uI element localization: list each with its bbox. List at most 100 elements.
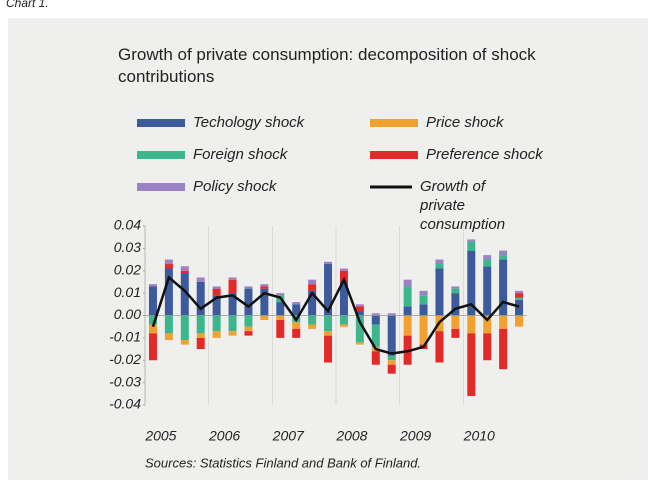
bar: [387, 355, 396, 361]
bar: [435, 331, 444, 363]
bar: [196, 315, 205, 334]
bar: [180, 272, 189, 316]
bar: [451, 328, 460, 338]
bar: [324, 264, 333, 316]
y-tick-label: 0.01: [114, 284, 141, 300]
bar: [180, 270, 189, 273]
x-tick-label: 2009: [399, 428, 431, 444]
bar: [148, 324, 157, 334]
bar: [339, 315, 348, 325]
bar: [339, 268, 348, 271]
bar: [499, 255, 508, 260]
legend-swatch: [137, 183, 185, 191]
bar: [324, 335, 333, 363]
bar: [515, 299, 524, 316]
bar: [403, 315, 412, 336]
bar: [467, 241, 476, 251]
bar: [499, 250, 508, 256]
bar: [276, 302, 285, 316]
bar: [451, 288, 460, 294]
panel: [8, 18, 648, 480]
bar: [355, 315, 364, 343]
bar: [419, 295, 428, 305]
source: Sources: Statistics Finland and Bank of …: [145, 455, 421, 470]
bar: [435, 268, 444, 316]
bar: [371, 324, 380, 347]
bar: [164, 268, 173, 316]
bar: [387, 364, 396, 374]
bar: [355, 342, 364, 345]
legend-label: Preference shock: [426, 146, 543, 163]
bar: [164, 333, 173, 341]
y-tick-label: -0.01: [109, 329, 141, 345]
legend-swatch: [370, 151, 418, 159]
bar: [387, 360, 396, 365]
line: [151, 275, 520, 355]
bar: [244, 288, 253, 316]
legend-swatch: [137, 119, 185, 127]
bar: [164, 315, 173, 334]
bar: [244, 286, 253, 289]
bar: [308, 284, 317, 291]
bar: [403, 279, 412, 287]
bar: [355, 306, 364, 312]
bar: [164, 264, 173, 269]
bar: [276, 315, 285, 320]
x-tick-label: 2005: [144, 428, 176, 444]
bar: [260, 286, 269, 289]
bar: [244, 315, 253, 327]
bar: [499, 315, 508, 329]
bar: [515, 315, 524, 327]
bar: [212, 331, 221, 338]
bar: [308, 324, 317, 329]
legend-label: Techology shock: [193, 114, 305, 131]
bar: [515, 290, 524, 294]
bar: [148, 333, 157, 361]
bar: [324, 315, 333, 332]
bar: [228, 331, 237, 336]
bar: [228, 315, 237, 332]
bar: [483, 266, 492, 316]
bar: [228, 293, 237, 316]
bar: [355, 304, 364, 307]
bar: [244, 331, 253, 336]
y-tick-label: -0.04: [109, 396, 141, 412]
bar: [324, 261, 333, 265]
bar: [371, 351, 380, 365]
bar: [212, 288, 221, 296]
bar: [244, 326, 253, 332]
bar: [276, 293, 285, 296]
bar: [355, 311, 364, 316]
bar: [371, 315, 380, 325]
bar: [499, 328, 508, 370]
bar: [292, 328, 301, 338]
bar: [419, 304, 428, 316]
bar: [196, 277, 205, 282]
bar: [483, 259, 492, 267]
bar: [260, 288, 269, 316]
bar: [499, 259, 508, 316]
chart-label: Chart 1.: [6, 0, 49, 10]
bar: [467, 333, 476, 397]
bar: [148, 284, 157, 287]
bar: [515, 297, 524, 300]
legend-label: Foreign shock: [193, 146, 288, 163]
bar: [451, 315, 460, 329]
bar: [387, 313, 396, 316]
bar: [483, 315, 492, 334]
bar: [403, 286, 412, 307]
bar: [467, 315, 476, 334]
y-tick-label: -0.03: [109, 373, 141, 389]
bar: [339, 281, 348, 316]
bar: [148, 286, 157, 316]
x-tick-label: 2010: [463, 428, 495, 444]
y-tick-label: 0.04: [114, 217, 141, 233]
bar: [403, 306, 412, 316]
legend-label: Policy shock: [193, 178, 277, 195]
bar: [419, 290, 428, 296]
x-tick-label: 2007: [272, 428, 305, 444]
y-tick-label: 0.03: [114, 239, 141, 255]
x-tick-label: 2008: [335, 428, 367, 444]
